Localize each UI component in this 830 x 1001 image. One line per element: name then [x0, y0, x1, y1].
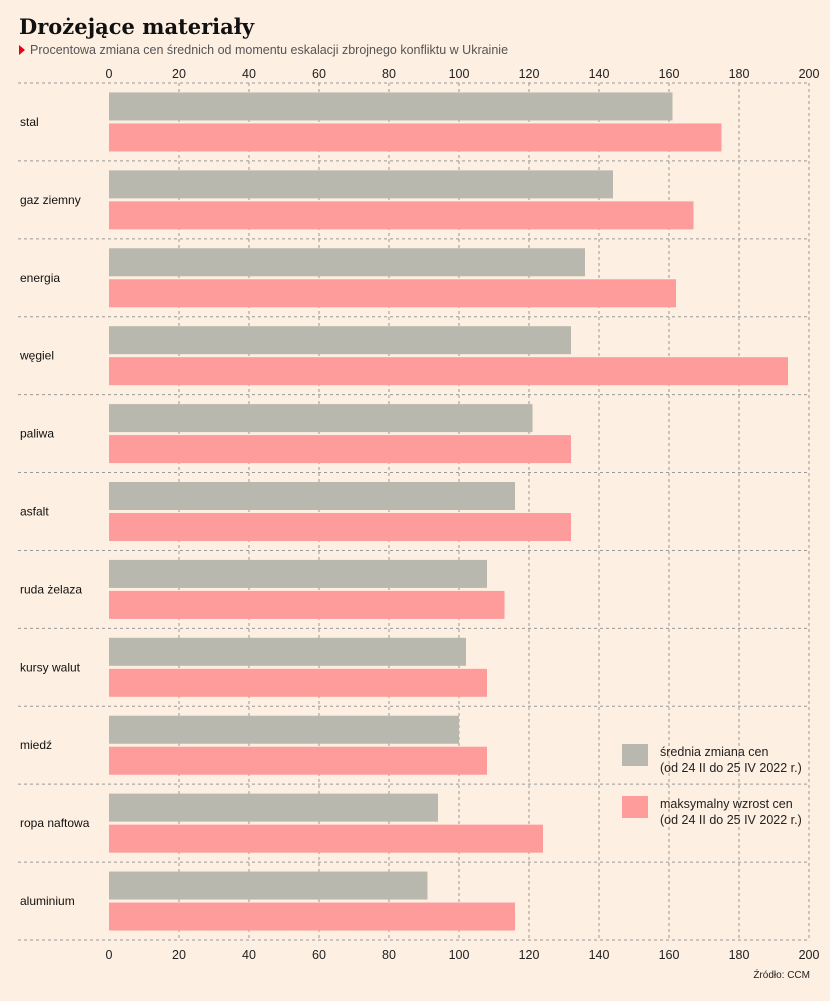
category-label: węgiel	[19, 349, 54, 363]
x-tick-label-top: 0	[106, 67, 113, 81]
legend-swatch-max	[622, 796, 648, 818]
x-tick-label-top: 60	[312, 67, 326, 81]
bar-average	[109, 326, 571, 355]
bar-maximum	[109, 279, 676, 308]
bar-maximum	[109, 590, 505, 619]
bar-maximum	[109, 513, 571, 541]
x-tick-label-bottom: 100	[449, 948, 470, 962]
x-tick-label-bottom: 20	[172, 948, 186, 962]
category-label: kursy walut	[20, 660, 81, 674]
bar-maximum	[109, 902, 515, 931]
category-label: ropa naftowa	[20, 816, 90, 830]
category-label: energia	[20, 271, 60, 285]
bar-average	[109, 170, 613, 199]
x-tick-label-bottom: 40	[242, 948, 256, 962]
x-tick-label-top: 80	[382, 67, 396, 81]
x-tick-label-top: 120	[519, 67, 540, 81]
chart-subtitle: Procentowa zmiana cen średnich od moment…	[19, 43, 508, 57]
triangle-marker-icon	[19, 45, 25, 55]
bar-maximum	[109, 357, 788, 386]
x-tick-label-bottom: 180	[729, 948, 750, 962]
bar-average	[109, 715, 459, 744]
x-tick-label-top: 160	[659, 67, 680, 81]
x-tick-label-top: 20	[172, 67, 186, 81]
legend-label-avg: średnia zmiana cen	[660, 745, 769, 759]
bar-average	[109, 793, 438, 822]
bar-maximum	[109, 746, 487, 775]
bar-maximum	[109, 668, 487, 697]
legend-item-avg: średnia zmiana cen (od 24 II do 25 IV 20…	[622, 744, 802, 776]
x-tick-label-bottom: 80	[382, 948, 396, 962]
source-note: Źródło: CCM	[753, 970, 810, 981]
chart-title: Drożejące materiały	[19, 14, 255, 39]
legend-period-avg: (od 24 II do 25 IV 2022 r.)	[660, 761, 802, 775]
x-tick-label-bottom: 120	[519, 948, 540, 962]
category-label: paliwa	[20, 427, 54, 441]
category-label: miedź	[20, 738, 52, 752]
legend-item-max: maksymalny wzrost cen (od 24 II do 25 IV…	[622, 796, 802, 828]
bar-average	[109, 871, 428, 900]
legend-swatch-avg	[622, 744, 648, 766]
bar-maximum	[109, 123, 722, 152]
category-label: stal	[20, 115, 39, 129]
category-label: asfalt	[20, 505, 49, 519]
category-label: aluminium	[20, 894, 75, 908]
x-tick-label-bottom: 0	[106, 948, 113, 962]
category-label: ruda żelaza	[20, 582, 82, 596]
x-tick-label-top: 140	[589, 67, 610, 81]
bar-average	[109, 559, 487, 588]
x-tick-label-bottom: 140	[589, 948, 610, 962]
x-tick-label-top: 40	[242, 67, 256, 81]
x-tick-label-top: 180	[729, 67, 750, 81]
bar-average	[109, 404, 533, 433]
bar-average	[109, 248, 585, 277]
x-tick-label-top: 200	[799, 67, 820, 81]
x-tick-label-top: 100	[449, 67, 470, 81]
category-label: gaz ziemny	[20, 193, 81, 207]
x-tick-label-bottom: 160	[659, 948, 680, 962]
x-tick-label-bottom: 60	[312, 948, 326, 962]
x-tick-label-bottom: 200	[799, 948, 820, 962]
subtitle-text: Procentowa zmiana cen średnich od moment…	[30, 43, 509, 57]
legend-period-max: (od 24 II do 25 IV 2022 r.)	[660, 813, 802, 827]
bar-average	[109, 637, 466, 666]
bar-average	[109, 92, 673, 121]
bar-maximum	[109, 201, 694, 230]
legend-label-max: maksymalny wzrost cen	[660, 797, 793, 811]
bar-maximum	[109, 435, 571, 464]
bar-maximum	[109, 824, 543, 853]
bar-average	[109, 482, 515, 510]
legend: średnia zmiana cen (od 24 II do 25 IV 20…	[622, 744, 802, 848]
